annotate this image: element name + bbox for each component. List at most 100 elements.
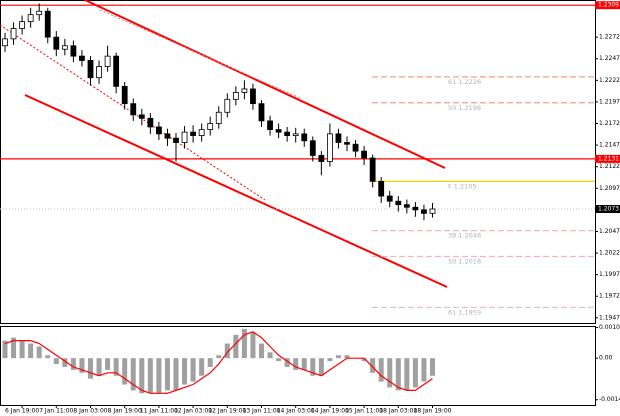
macd-bar xyxy=(241,328,247,359)
candle-body xyxy=(155,126,162,135)
candle-body xyxy=(344,142,350,145)
macd-bar xyxy=(293,358,299,370)
candle-body xyxy=(309,140,316,156)
h-line-label: 1.2131 xyxy=(598,155,619,162)
h-line-tag xyxy=(595,1,620,10)
h-line-label: 1.2309 xyxy=(598,2,619,9)
x-tick-label: 18 Jan 19:00 xyxy=(414,408,452,415)
candle-body xyxy=(378,180,385,197)
macd-bar xyxy=(147,358,153,394)
y-tick-label: 1.2022 xyxy=(599,250,620,257)
level-label: 61 1.1959 xyxy=(448,308,481,316)
candle-body xyxy=(412,206,419,211)
level-label: 50 1.2196 xyxy=(448,104,481,112)
macd-bar xyxy=(378,358,384,382)
macd-bar xyxy=(96,358,102,376)
candle-body xyxy=(232,92,239,100)
x-tick-label: 18 Jan 03:00 xyxy=(379,408,417,415)
macd-bar xyxy=(387,358,393,388)
x-tick-label: 14 Jan 03:00 xyxy=(277,408,315,415)
y-tick-label: 1.1997 xyxy=(599,271,620,278)
x-tick-label: 12 Jan 19:00 xyxy=(208,408,246,415)
level-label: 50 1.2018 xyxy=(448,258,481,266)
candle-body xyxy=(173,137,179,143)
candle-body xyxy=(207,123,214,130)
y-tick-label: 1.2047 xyxy=(599,228,620,235)
candle-body xyxy=(421,209,427,214)
macd-bar xyxy=(370,358,376,373)
candle-body xyxy=(275,129,282,133)
candle-body xyxy=(198,129,205,136)
x-tick-label: 14 Jan 19:00 xyxy=(311,408,349,415)
level-label: 38 1.2048 xyxy=(448,232,481,240)
macd-bar xyxy=(267,352,273,359)
candle-body xyxy=(250,88,256,105)
macd-bar xyxy=(28,343,34,359)
macd-bar xyxy=(53,358,59,365)
x-tick-label: 6 Jan 19:00 xyxy=(5,408,39,415)
candle-body xyxy=(121,85,128,105)
macd-bar xyxy=(233,334,239,359)
macd-bar xyxy=(361,358,367,362)
macd-tick-label: -0.00142 xyxy=(599,396,620,403)
candle-body xyxy=(429,208,436,214)
x-tick-label: 12 Jan 03:00 xyxy=(174,408,212,415)
x-tick-label: 11 Jan 11:00 xyxy=(140,408,178,415)
candle-body xyxy=(113,55,120,87)
candle-body xyxy=(386,195,393,202)
macd-bar xyxy=(327,358,333,362)
candle-body xyxy=(335,133,342,143)
candle-body xyxy=(258,103,265,122)
y-tick-label: 1.1972 xyxy=(599,293,620,300)
macd-bar xyxy=(318,358,324,376)
macd-bar xyxy=(335,355,341,359)
macd-bar xyxy=(164,358,170,391)
macd-bar xyxy=(310,358,316,376)
candle-body xyxy=(53,36,60,50)
candle-body xyxy=(301,133,308,142)
candle-body xyxy=(352,143,359,152)
y-tick-label: 1.2222 xyxy=(599,77,620,84)
macd-bar xyxy=(79,358,85,373)
candle-body xyxy=(361,150,368,159)
candle-body xyxy=(96,66,102,79)
candle-body xyxy=(10,28,17,40)
macd-signal xyxy=(4,331,433,394)
y-tick-label: 1.2272 xyxy=(599,34,620,41)
macd-bar xyxy=(421,358,427,382)
level-label: 61 1.2226 xyxy=(448,78,481,86)
macd-bar xyxy=(276,358,282,362)
macd-bar xyxy=(224,343,230,359)
candle-body xyxy=(395,200,402,206)
macd-bar xyxy=(344,355,350,359)
candle-body xyxy=(164,133,171,139)
candle-body xyxy=(267,120,273,130)
candle-body xyxy=(190,131,197,136)
h-line-tag xyxy=(595,154,620,163)
macd-bar xyxy=(216,355,222,359)
candle-body xyxy=(147,117,154,128)
macd-bar xyxy=(207,358,213,367)
candle-body xyxy=(87,60,94,79)
x-tick-label: 15 Jan 11:00 xyxy=(345,408,383,415)
macd-bar xyxy=(2,340,8,359)
candle-body xyxy=(130,103,137,116)
macd-bar xyxy=(19,340,25,359)
macd-bar xyxy=(284,358,290,367)
candle-body xyxy=(292,133,299,136)
y-tick-label: 1.1947 xyxy=(599,314,620,321)
candle-body xyxy=(138,114,145,119)
x-tick-label: 8 Jan 19:00 xyxy=(108,408,142,415)
y-tick-label: 1.2097 xyxy=(599,185,620,192)
y-tick-label: 1.2172 xyxy=(599,120,620,127)
main-panel xyxy=(0,0,596,324)
macd-bar xyxy=(130,358,136,391)
macd-bar xyxy=(182,358,188,385)
candle-body xyxy=(27,14,34,22)
y-tick-label: 1.2122 xyxy=(599,163,620,170)
macd-bar xyxy=(156,358,162,394)
trendlines xyxy=(0,0,448,288)
candle-body xyxy=(224,98,231,113)
macd-bar xyxy=(88,358,93,379)
candle-body xyxy=(318,155,325,162)
